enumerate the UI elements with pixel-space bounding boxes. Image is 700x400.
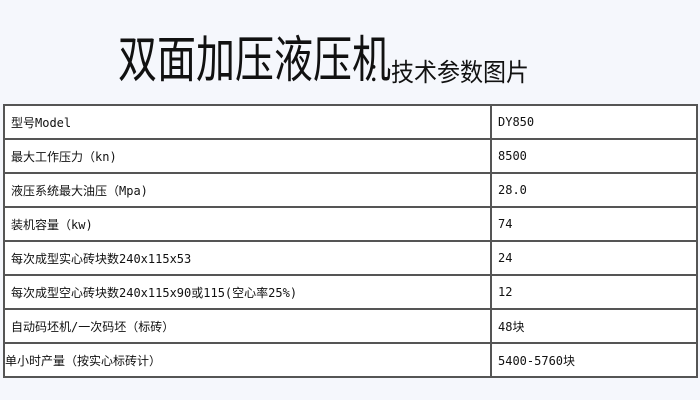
table-row: 液压系统最大油压（Mpa) 28.0 [3, 172, 698, 208]
spec-value: 8500 [490, 138, 698, 174]
table-row: 每次成型空心砖块数240x115x90或115(空心率25%) 12 [3, 274, 698, 310]
spec-label: 最大工作压力（kn) [3, 138, 492, 174]
spec-label: 液压系统最大油压（Mpa) [3, 172, 492, 208]
spec-value: DY850 [490, 104, 698, 140]
spec-label: 每次成型实心砖块数240x115x53 [3, 240, 492, 276]
spec-table: 型号Model DY850 最大工作压力（kn) 8500 液压系统最大油压（Mpa… [3, 104, 698, 378]
page-title: 双面加压液压机 [118, 31, 391, 89]
spec-value: 24 [490, 240, 698, 276]
table-row: 型号Model DY850 [3, 104, 698, 140]
spec-label: 型号Model [3, 104, 492, 140]
table-row: 最大工作压力（kn) 8500 [3, 138, 698, 174]
spec-label: 装机容量（kw) [3, 206, 492, 242]
spec-value: 28.0 [490, 172, 698, 208]
table-row: 每次成型实心砖块数240x115x53 24 [3, 240, 698, 276]
spec-value: 12 [490, 274, 698, 310]
page-subtitle: ：技术参数图片 [368, 58, 530, 87]
spec-value: 48块 [490, 308, 698, 344]
spec-label: 每次成型空心砖块数240x115x90或115(空心率25%) [3, 274, 492, 310]
spec-value: 5400-5760块 [490, 342, 698, 378]
spec-label: 单小时产量（按实心标砖计） [3, 342, 492, 378]
table-row: 单小时产量（按实心标砖计） 5400-5760块 [3, 342, 698, 378]
spec-value: 74 [490, 206, 698, 242]
table-row: 装机容量（kw) 74 [3, 206, 698, 242]
table-row: 自动码坯机/一次码坯（标砖） 48块 [3, 308, 698, 344]
spec-label: 自动码坯机/一次码坯（标砖） [3, 308, 492, 344]
